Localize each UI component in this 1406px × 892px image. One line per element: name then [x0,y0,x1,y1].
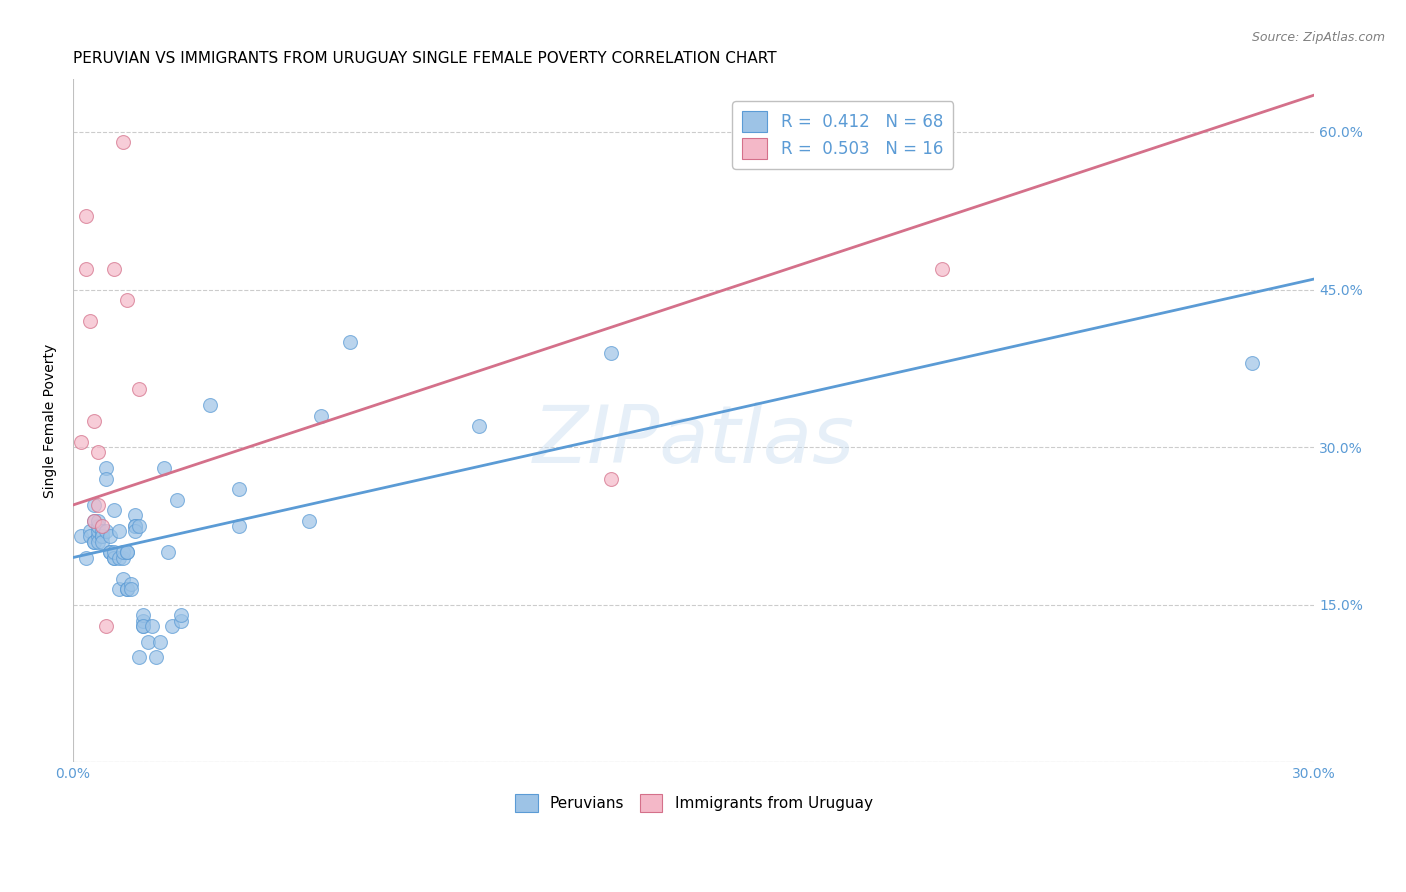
Point [115,293,138,307]
Point [120,582,142,596]
Point [162,619,184,633]
Point [96,461,118,475]
Text: ZIPatlas: ZIPatlas [533,402,855,481]
Point [169,608,191,623]
Point [111,572,134,586]
Point [128,650,150,665]
Point [128,383,150,397]
Point [103,261,125,276]
Point [132,619,155,633]
Point [83,498,105,512]
Point [75,550,97,565]
Point [124,519,146,533]
Point [1241,356,1264,370]
Point [141,619,163,633]
Point [91,529,114,543]
Point [599,472,621,486]
Point [115,545,138,559]
Point [132,619,155,633]
Point [311,409,333,423]
Point [87,524,110,539]
Point [228,482,250,496]
Point [599,345,621,359]
Point [107,582,129,596]
Point [931,261,953,276]
Point [153,461,176,475]
Point [87,534,110,549]
Point [124,524,146,539]
Point [111,136,134,150]
Point [115,582,138,596]
Point [169,614,191,628]
Point [87,514,110,528]
Point [83,534,105,549]
Point [91,519,114,533]
Point [157,545,180,559]
Point [96,524,118,539]
Point [103,503,125,517]
Point [75,261,97,276]
Point [132,608,155,623]
Point [103,545,125,559]
Point [87,519,110,533]
Point [111,550,134,565]
Point [70,434,93,449]
Point [132,614,155,628]
Point [96,472,118,486]
Point [107,550,129,565]
Point [339,334,361,349]
Point [166,492,188,507]
Text: PERUVIAN VS IMMIGRANTS FROM URUGUAY SINGLE FEMALE POVERTY CORRELATION CHART: PERUVIAN VS IMMIGRANTS FROM URUGUAY SING… [73,51,776,66]
Point [96,619,118,633]
Point [107,524,129,539]
Point [83,414,105,428]
Point [83,514,105,528]
Point [91,534,114,549]
Point [79,314,101,328]
Legend: Peruvians, Immigrants from Uruguay: Peruvians, Immigrants from Uruguay [503,783,883,823]
Point [120,576,142,591]
Point [83,514,105,528]
Text: Source: ZipAtlas.com: Source: ZipAtlas.com [1251,31,1385,45]
Point [124,508,146,523]
Point [79,524,101,539]
Point [149,634,172,648]
Point [198,398,221,412]
Point [115,545,138,559]
Point [87,445,110,459]
Point [91,529,114,543]
Point [98,545,121,559]
Point [228,519,250,533]
Point [98,529,121,543]
Point [103,550,125,565]
Point [87,498,110,512]
Point [103,550,125,565]
Point [115,582,138,596]
Point [136,634,159,648]
Point [75,209,97,223]
Point [111,545,134,559]
Point [79,529,101,543]
Point [70,529,93,543]
Point [467,419,489,434]
Point [91,524,114,539]
Y-axis label: Single Female Poverty: Single Female Poverty [44,343,58,498]
Point [124,519,146,533]
Point [145,650,167,665]
Point [98,545,121,559]
Point [83,534,105,549]
Point [128,519,150,533]
Point [87,529,110,543]
Point [298,514,321,528]
